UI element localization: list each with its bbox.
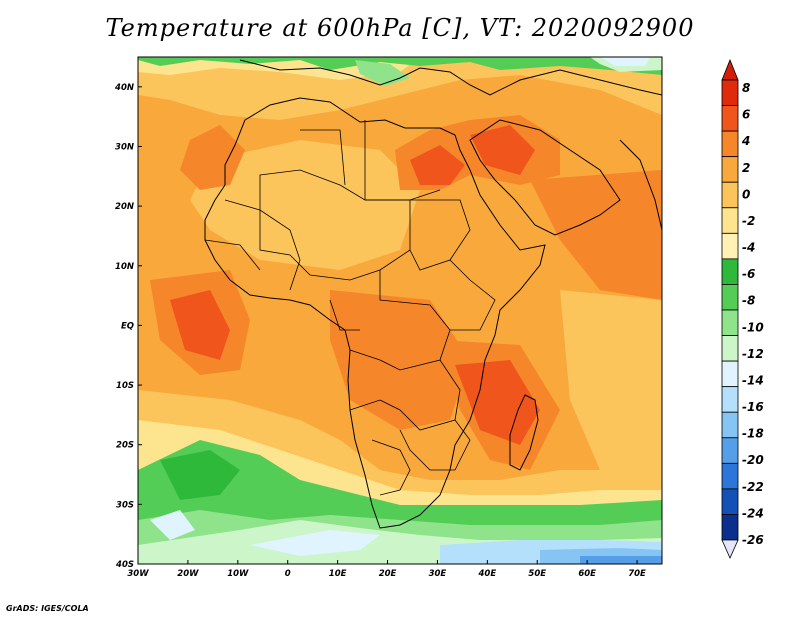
field-north-green — [138, 57, 662, 75]
field-warm-indian — [530, 170, 662, 300]
colorbar-level-label: -10 — [742, 320, 764, 334]
map-title: Temperature at 600hPa [C], VT: 202009290… — [105, 14, 695, 42]
colorbar-swatch — [721, 411, 739, 439]
field-south-cold — [250, 530, 380, 556]
field-hot-arabia — [470, 125, 535, 175]
colorbar-top-arrow — [721, 58, 739, 81]
x-tick-label: 0 — [285, 569, 291, 579]
colorbar-level-label: -24 — [742, 506, 764, 520]
x-tick-label: 70E — [628, 569, 646, 579]
colorbar-swatch — [721, 156, 739, 183]
x-tick-label: 40E — [478, 569, 497, 579]
y-tick-label: EQ — [121, 321, 134, 331]
india-coastline — [619, 139, 662, 231]
y-tick-label: 10S — [116, 381, 134, 391]
colorbar-swatch — [721, 79, 739, 106]
field-hot-atlantic — [170, 290, 230, 360]
colorbar-bottom-arrow — [721, 539, 739, 559]
madagascar-coastline — [509, 394, 539, 471]
field-hot-mozambique — [455, 360, 540, 445]
colorbar-swatch — [721, 462, 739, 490]
field-light-indian — [560, 290, 662, 480]
field-south-darkgreen — [160, 450, 240, 500]
colorbar-level-label: -2 — [742, 214, 755, 228]
colorbar-level-label: -12 — [742, 347, 764, 361]
country-borders — [204, 120, 496, 496]
field-north-light — [138, 57, 662, 120]
colorbar-level-label: 8 — [742, 81, 750, 95]
colorbar-level-label: 0 — [742, 187, 750, 201]
field-north-cold — [600, 57, 650, 66]
colorbar-swatch — [721, 514, 739, 541]
x-tick-label: 10E — [329, 569, 347, 579]
colorbar-level-label: -20 — [742, 453, 764, 467]
colorbar-swatch — [721, 258, 739, 285]
colorbar-level-label: -6 — [742, 267, 755, 281]
colorbar-level-label: 6 — [742, 108, 750, 122]
africa-coastline — [204, 97, 546, 529]
europe-coastline — [239, 59, 662, 96]
field-warm-central — [330, 290, 470, 430]
colorbar-swatch — [721, 181, 739, 209]
y-tick-label: 40S — [115, 560, 134, 570]
colorbar-swatch — [721, 360, 739, 388]
colorbar-level-label: -4 — [742, 241, 755, 255]
colorbar-level-label: -14 — [742, 373, 764, 387]
plot-frame — [137, 56, 663, 565]
colorbar-swatch — [721, 437, 739, 464]
credit-label: GrADS: IGES/COLA — [6, 604, 89, 613]
colorbar-level-label: -26 — [742, 533, 764, 547]
colorbar-level-label: 2 — [742, 161, 750, 175]
colorbar-swatch — [721, 207, 739, 234]
x-axis: 30W 20W 10W 0 10E 20E 30E 40E 50E 60E 70E — [127, 560, 646, 579]
colorbar-swatch — [721, 105, 739, 132]
colorbar: 8 6 4 2 0 -2 -4 -6 -8 -10 -12 -14 -16 -18 -20 -22 -24 -26 — [721, 58, 764, 559]
x-tick-label: 20W — [177, 569, 199, 579]
y-tick-label: 40N — [114, 83, 134, 93]
field-sahara-light — [190, 140, 420, 270]
coastlines — [204, 59, 662, 529]
x-tick-label: 30W — [127, 569, 149, 579]
y-tick-label: 30N — [115, 142, 134, 152]
colorbar-swatch — [721, 335, 739, 362]
y-tick-label: 20S — [116, 441, 134, 451]
colorbar-swatch — [721, 488, 739, 515]
colorbar-swatch — [721, 232, 739, 260]
field-warm-nw — [180, 125, 245, 190]
colorbar-level-label: -22 — [742, 480, 764, 494]
colorbar-level-label: 4 — [741, 134, 750, 148]
colorbar-swatch — [721, 284, 739, 311]
colorbar-swatch — [721, 130, 739, 158]
x-tick-label: 30E — [429, 569, 447, 579]
field-hot-egypt — [410, 145, 465, 185]
colorbar-level-label: -8 — [742, 294, 755, 308]
colorbar-level-label: -18 — [742, 427, 764, 441]
y-tick-label: 20N — [115, 202, 134, 212]
colorbar-swatch — [721, 386, 739, 413]
colorbar-swatch — [721, 309, 739, 336]
x-tick-label: 20E — [379, 569, 397, 579]
temperature-field — [138, 57, 662, 564]
x-tick-label: 10W — [227, 569, 249, 579]
arabia-coastline — [469, 119, 621, 236]
x-tick-label: 60E — [578, 569, 596, 579]
y-tick-label: 30S — [116, 500, 134, 510]
field-south-cold-spot — [150, 510, 195, 540]
field-south-deep — [580, 556, 662, 564]
y-tick-label: 10N — [115, 262, 134, 272]
y-axis: 40N 30N 20N 10N EQ 10S 20S 30S 40S — [114, 83, 142, 570]
colorbar-level-label: -16 — [742, 400, 764, 414]
x-tick-label: 50E — [528, 569, 546, 579]
